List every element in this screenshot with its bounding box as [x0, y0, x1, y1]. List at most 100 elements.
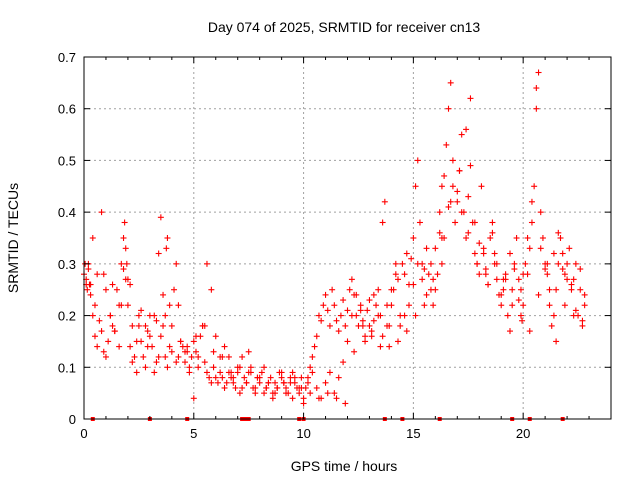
data-point	[392, 260, 399, 267]
data-point	[236, 390, 243, 397]
data-point	[579, 317, 586, 324]
axis-ticks	[83, 56, 612, 420]
data-point	[421, 266, 428, 273]
data-point	[208, 286, 215, 293]
data-point	[467, 95, 474, 102]
x-tick-label: 10	[296, 426, 310, 441]
data-point	[217, 369, 224, 376]
data-point	[476, 240, 483, 247]
data-point	[513, 235, 520, 241]
data-point	[144, 343, 151, 350]
data-point	[201, 359, 208, 366]
data-point	[357, 307, 364, 314]
data-point	[577, 286, 584, 293]
data-point	[533, 85, 540, 92]
data-point	[123, 260, 130, 267]
data-point	[175, 353, 182, 360]
data-point	[539, 235, 546, 241]
data-point	[493, 276, 500, 283]
data-point	[531, 183, 538, 190]
data-point	[298, 374, 305, 381]
data-point	[445, 105, 452, 112]
data-point	[91, 302, 98, 309]
data-point	[87, 291, 94, 298]
data-point	[120, 235, 127, 241]
data-point	[528, 198, 535, 205]
data-point	[122, 276, 129, 283]
data-point	[524, 235, 531, 241]
data-point	[322, 379, 329, 386]
data-point	[307, 390, 314, 397]
data-point	[386, 343, 393, 350]
data-point	[384, 302, 391, 309]
data-point	[379, 219, 386, 226]
data-point	[280, 379, 287, 386]
y-tick-label: 0.5	[58, 153, 76, 168]
data-point	[228, 369, 235, 376]
data-point	[304, 374, 311, 381]
data-point	[91, 333, 98, 340]
data-point	[572, 260, 579, 267]
data-point	[564, 260, 571, 267]
data-point	[107, 312, 114, 319]
data-point	[272, 379, 279, 386]
y-tick-label: 0.4	[58, 205, 76, 220]
data-point	[458, 131, 465, 138]
data-point	[480, 250, 487, 257]
data-point	[388, 286, 395, 293]
data-point	[337, 312, 344, 319]
data-point	[430, 276, 437, 283]
data-point	[155, 250, 162, 257]
data-point	[454, 188, 461, 195]
data-point	[412, 312, 419, 319]
data-point	[410, 281, 417, 288]
data-point	[359, 317, 366, 324]
data-point	[315, 395, 322, 402]
data-point	[236, 364, 243, 371]
data-point	[230, 379, 237, 386]
x-tick-label: 15	[406, 426, 420, 441]
data-point	[142, 364, 149, 371]
data-point	[309, 353, 316, 360]
data-point	[445, 203, 452, 210]
data-point	[221, 343, 228, 350]
y-tick-label: 0	[69, 412, 76, 427]
data-point	[163, 245, 170, 252]
data-point	[348, 312, 355, 319]
data-point	[109, 281, 116, 288]
data-point	[331, 302, 338, 309]
data-point	[438, 260, 445, 267]
data-point	[129, 359, 136, 366]
data-point	[247, 369, 254, 376]
data-point	[261, 364, 268, 371]
data-point	[171, 286, 178, 293]
data-point	[471, 250, 478, 257]
data-point	[177, 338, 184, 345]
data-point	[535, 291, 542, 298]
data-point	[581, 302, 588, 309]
data-point	[162, 353, 169, 360]
data-point	[478, 183, 485, 190]
data-point	[269, 395, 276, 402]
data-point	[522, 260, 529, 267]
data-point	[454, 198, 461, 205]
data-point	[289, 369, 296, 376]
data-point	[368, 333, 375, 340]
data-point	[245, 348, 252, 355]
data-point	[487, 235, 494, 241]
data-point	[427, 260, 434, 267]
data-point	[425, 271, 432, 278]
data-point	[511, 266, 518, 273]
data-point	[212, 374, 219, 381]
data-point	[526, 328, 533, 335]
data-point	[368, 328, 375, 335]
data-point	[192, 333, 199, 340]
data-point	[500, 276, 507, 283]
data-point	[458, 209, 465, 216]
data-point	[557, 235, 564, 241]
data-point	[195, 353, 202, 360]
data-point	[519, 317, 526, 324]
x-tick-label: 0	[80, 426, 87, 441]
data-point	[535, 69, 542, 76]
data-point	[214, 379, 221, 386]
